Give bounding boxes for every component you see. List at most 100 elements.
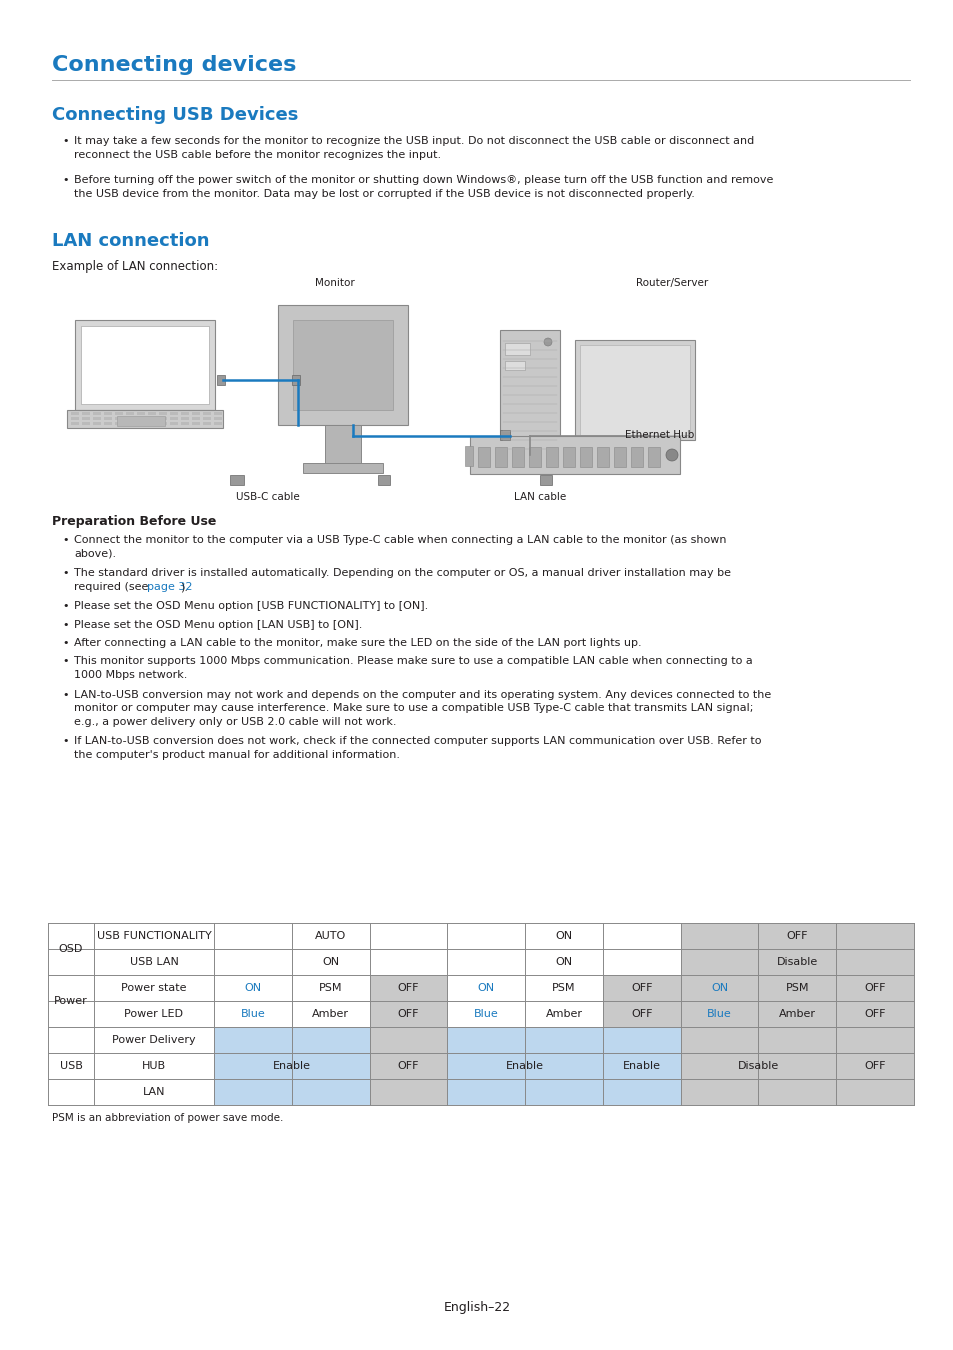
Bar — [292, 375, 299, 385]
Text: Blue: Blue — [706, 1008, 731, 1019]
Bar — [464, 446, 473, 466]
Text: After connecting a LAN cable to the monitor, make sure the LED on the side of th: After connecting a LAN cable to the moni… — [74, 639, 641, 648]
Text: Blue: Blue — [240, 1008, 265, 1019]
Bar — [216, 375, 225, 385]
Text: •: • — [62, 176, 69, 185]
Text: ON: ON — [477, 983, 495, 994]
Bar — [679, 1027, 836, 1106]
Text: LAN connection: LAN connection — [52, 232, 210, 250]
Text: LAN: LAN — [143, 1087, 165, 1098]
Bar — [836, 1027, 913, 1106]
Bar — [192, 412, 200, 414]
Text: LAN-to-USB conversion may not work and depends on the computer and its operating: LAN-to-USB conversion may not work and d… — [74, 690, 770, 726]
Text: Amber: Amber — [545, 1008, 582, 1019]
Bar — [92, 423, 101, 425]
Text: •: • — [62, 136, 69, 146]
Bar — [71, 412, 79, 414]
Text: Please set the OSD Menu option [USB FUNCTIONALITY] to [ON].: Please set the OSD Menu option [USB FUNC… — [74, 601, 428, 612]
Text: The standard driver is installed automatically. Depending on the computer or OS,: The standard driver is installed automat… — [74, 568, 730, 578]
Bar — [203, 412, 211, 414]
Text: page 32: page 32 — [147, 582, 193, 593]
Circle shape — [543, 338, 552, 346]
Bar — [447, 1027, 679, 1106]
Text: PSM: PSM — [318, 983, 342, 994]
Bar — [597, 447, 608, 467]
Text: Power LED: Power LED — [125, 1008, 183, 1019]
Bar — [170, 417, 178, 420]
Text: Connect the monitor to the computer via a USB Type-C cable when connecting a LAN: Connect the monitor to the computer via … — [74, 535, 726, 559]
Text: USB: USB — [59, 1061, 82, 1071]
Text: Amber: Amber — [312, 1008, 349, 1019]
Text: •: • — [62, 601, 69, 612]
Bar — [104, 417, 112, 420]
Bar — [495, 447, 506, 467]
Text: If LAN-to-USB conversion does not work, check if the connected computer supports: If LAN-to-USB conversion does not work, … — [74, 737, 760, 760]
Text: •: • — [62, 690, 69, 699]
Text: OFF: OFF — [397, 983, 418, 994]
Bar — [504, 343, 530, 355]
Bar — [377, 475, 390, 485]
Text: PSM is an abbreviation of power save mode.: PSM is an abbreviation of power save mod… — [52, 1112, 283, 1123]
Text: OFF: OFF — [397, 1061, 418, 1071]
Bar — [575, 340, 695, 440]
Bar — [606, 459, 662, 468]
Bar — [470, 436, 679, 474]
Text: PSM: PSM — [784, 983, 808, 994]
Bar — [148, 423, 156, 425]
Text: ON: ON — [555, 931, 572, 941]
Bar — [115, 412, 123, 414]
Text: OSD: OSD — [59, 944, 83, 954]
Bar — [137, 412, 145, 414]
Bar — [71, 417, 79, 420]
Bar — [192, 423, 200, 425]
Text: LAN cable: LAN cable — [514, 491, 565, 502]
Bar — [647, 447, 659, 467]
Bar — [115, 417, 123, 420]
Text: OFF: OFF — [630, 1008, 652, 1019]
Bar — [71, 423, 79, 425]
Bar — [539, 475, 552, 485]
Text: Power: Power — [54, 996, 88, 1006]
Bar — [117, 416, 165, 427]
Bar — [369, 1027, 447, 1106]
Text: Monitor: Monitor — [314, 278, 355, 288]
Text: •: • — [62, 737, 69, 747]
Text: ON: ON — [555, 957, 572, 967]
Text: Connecting devices: Connecting devices — [52, 55, 296, 76]
Bar — [170, 412, 178, 414]
Bar — [137, 423, 145, 425]
Bar — [303, 463, 382, 472]
Text: ).: ). — [180, 582, 188, 593]
Bar — [203, 423, 211, 425]
Bar — [562, 447, 575, 467]
Bar — [192, 417, 200, 420]
Bar — [679, 975, 913, 1027]
Bar — [126, 417, 133, 420]
Bar — [137, 417, 145, 420]
Bar — [213, 423, 222, 425]
Text: Please set the OSD Menu option [LAN USB] to [ON].: Please set the OSD Menu option [LAN USB]… — [74, 620, 362, 629]
Text: •: • — [62, 656, 69, 667]
Text: •: • — [62, 620, 69, 629]
Bar — [277, 305, 408, 425]
Text: USB-C cable: USB-C cable — [236, 491, 299, 502]
Bar — [512, 447, 523, 467]
Text: Power Delivery: Power Delivery — [112, 1035, 195, 1045]
Bar — [92, 412, 101, 414]
Text: Preparation Before Use: Preparation Before Use — [52, 514, 216, 528]
Bar — [529, 447, 540, 467]
Text: •: • — [62, 535, 69, 545]
Text: Ethernet Hub: Ethernet Hub — [625, 431, 694, 440]
Bar — [92, 417, 101, 420]
Text: Example of LAN connection:: Example of LAN connection: — [52, 261, 218, 273]
Text: ON: ON — [322, 957, 339, 967]
Bar — [126, 423, 133, 425]
Bar — [579, 346, 689, 435]
Text: HUB: HUB — [142, 1061, 166, 1071]
Bar — [126, 412, 133, 414]
Bar — [181, 417, 189, 420]
Text: Amber: Amber — [778, 1008, 815, 1019]
Bar — [630, 447, 642, 467]
Text: Connecting USB Devices: Connecting USB Devices — [52, 107, 298, 124]
Text: OFF: OFF — [863, 1061, 885, 1071]
